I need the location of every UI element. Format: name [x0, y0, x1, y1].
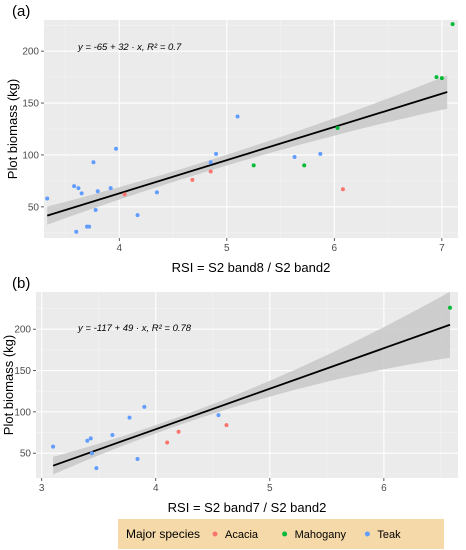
y-tick-label: 200	[22, 47, 39, 58]
data-point-teak	[110, 433, 115, 438]
data-point-teak	[235, 114, 240, 119]
data-point-teak	[88, 436, 93, 441]
data-point-acacia	[122, 192, 127, 197]
data-point-teak	[216, 413, 221, 418]
data-point-teak	[108, 186, 113, 191]
data-point-mahogany	[439, 76, 444, 81]
confidence-band	[53, 291, 450, 475]
data-point-mahogany	[335, 125, 340, 130]
data-point-teak	[72, 184, 77, 189]
data-point-teak	[85, 438, 90, 443]
x-tick-label: 6	[381, 483, 387, 494]
data-point-teak	[135, 456, 140, 461]
x-tick-label: 5	[267, 483, 273, 494]
data-point-mahogany	[251, 163, 256, 168]
data-point-acacia	[165, 440, 170, 445]
ticks-b: 3 4 5 6 50 100 150 200	[14, 325, 387, 494]
data-point-acacia	[190, 177, 195, 182]
y-axis-title-b: Plot biomass (kg)	[1, 335, 16, 435]
legend: Major species Acacia Mahogany Teak	[118, 519, 444, 549]
data-point-teak	[87, 224, 92, 229]
data-point-acacia	[340, 187, 345, 192]
data-point-teak	[91, 160, 96, 165]
legend-label-acacia: Acacia	[225, 529, 259, 541]
equation-a: y = -65 + 32 · x, R² = 0.7	[77, 42, 182, 53]
legend-title: Major species	[126, 527, 200, 541]
data-point-teak	[154, 190, 159, 195]
data-point-teak	[93, 207, 98, 212]
confidence-band-a	[46, 75, 448, 225]
y-tick-label: 50	[28, 202, 40, 213]
data-point-teak	[142, 404, 147, 409]
data-point-teak	[45, 196, 50, 201]
legend-label-mahogany: Mahogany	[295, 529, 347, 541]
y-axis-title-a: Plot biomass (kg)	[5, 79, 20, 179]
data-point-teak	[208, 160, 213, 165]
y-tick-label: 200	[14, 325, 31, 336]
panel-label-a: (a)	[12, 3, 30, 20]
data-point-teak	[94, 466, 99, 471]
data-point-teak	[76, 186, 81, 191]
x-tick-label: 6	[332, 243, 338, 254]
data-point-acacia	[176, 429, 181, 434]
data-point-teak	[214, 151, 219, 156]
legend-key-mahogany	[282, 531, 288, 537]
data-point-teak	[79, 191, 84, 196]
equation-b: y = -117 + 49 · x, R² = 0.78	[77, 323, 192, 334]
confidence-band	[47, 75, 448, 225]
data-point-teak	[51, 444, 56, 449]
panel-a: (a) 4 5 6 7 50 100 150 200 y = -65 + 32 · x, R²…	[5, 3, 458, 275]
legend-box	[118, 519, 444, 549]
regression-line	[52, 323, 451, 467]
y-tick-label: 50	[20, 449, 32, 460]
data-point-mahogany	[302, 163, 307, 168]
legend-key-acacia	[212, 531, 218, 537]
data-point-teak	[89, 451, 94, 456]
points-a	[45, 22, 455, 234]
data-point-teak	[135, 213, 140, 218]
x-tick-label: 4	[153, 483, 159, 494]
data-point-acacia	[208, 169, 213, 174]
y-tick-label: 100	[22, 150, 39, 161]
data-point-mahogany	[434, 75, 439, 80]
data-point-teak	[74, 229, 79, 234]
x-axis-title-b: RSI = S2 band7 / S2 band2	[168, 500, 327, 515]
data-point-teak	[292, 155, 297, 160]
data-point-teak	[127, 415, 132, 420]
legend-label-teak: Teak	[377, 529, 401, 541]
y-tick-label: 150	[14, 366, 31, 377]
points-b	[51, 305, 453, 471]
data-point-teak	[318, 151, 323, 156]
regression-line	[46, 91, 448, 217]
panel-b: (b) 3 4 5 6 50 100 150 200 y = -117 + 49 · x, R…	[1, 275, 458, 515]
data-point-mahogany	[450, 22, 455, 27]
ticks-a: 4 5 6 7 50 100 150 200	[22, 47, 445, 254]
x-tick-label: 7	[439, 243, 445, 254]
data-point-teak	[95, 189, 100, 194]
x-tick-label: 5	[224, 243, 230, 254]
x-tick-label: 4	[116, 243, 122, 254]
x-tick-label: 3	[39, 483, 45, 494]
data-point-teak	[114, 146, 119, 151]
data-point-mahogany	[448, 305, 453, 310]
legend-key-teak	[364, 531, 370, 537]
data-point-acacia	[224, 423, 229, 428]
x-axis-title-a: RSI = S2 band8 / S2 band2	[172, 260, 331, 275]
y-tick-label: 150	[22, 99, 39, 110]
confidence-band-b	[52, 291, 451, 475]
panel-label-b: (b)	[12, 275, 30, 292]
y-tick-label: 100	[14, 407, 31, 418]
